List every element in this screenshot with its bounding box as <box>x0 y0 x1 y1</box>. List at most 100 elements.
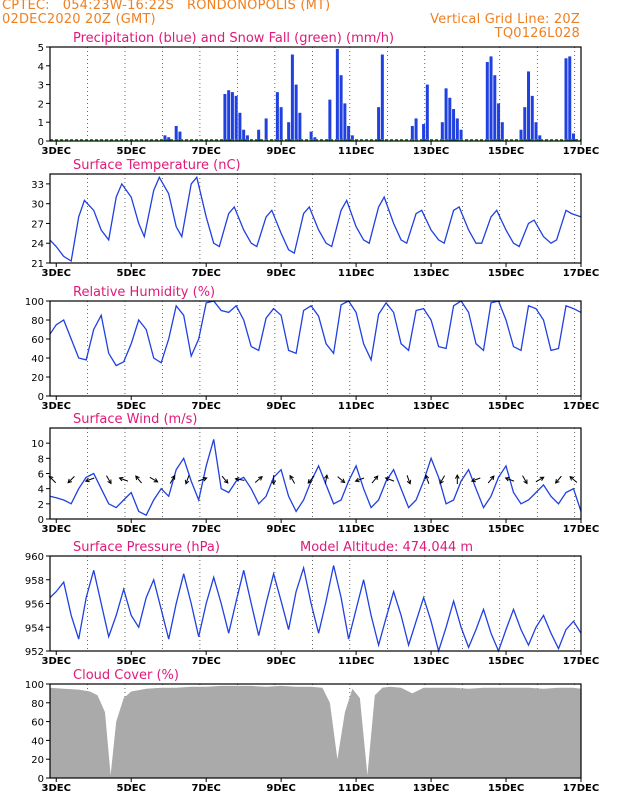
precip-bar <box>343 103 347 141</box>
wind-arrow-shaft <box>569 476 578 483</box>
wind-arrow-head <box>324 474 329 480</box>
wind-arrow-head <box>470 477 476 483</box>
precip-bar <box>328 99 332 141</box>
precip-bar <box>245 135 249 141</box>
precip-bar <box>279 107 283 141</box>
y-tick-label: 21 <box>31 259 44 270</box>
wind-arrow-head <box>439 479 444 485</box>
y-tick-label: 100 <box>25 297 44 308</box>
y-tick-label: 33 <box>31 180 44 191</box>
series-line-1 <box>49 175 582 263</box>
wind-arrow-head <box>523 479 528 485</box>
precip-bar <box>572 133 576 141</box>
x-tick-label: 13DEC <box>413 146 449 157</box>
x-tick-label: 9DEC <box>266 656 295 667</box>
x-tick-label: 17DEC <box>563 524 599 535</box>
x-tick-label: 13DEC <box>413 656 449 667</box>
y-tick-label: 4 <box>38 485 44 496</box>
y-tick-label: 60 <box>31 718 44 729</box>
x-tick-label: 7DEC <box>191 656 220 667</box>
y-tick-label: 4 <box>38 62 44 73</box>
y-tick-label: 960 <box>25 552 44 563</box>
x-tick-label: 11DEC <box>338 524 374 535</box>
x-tick-label: 11DEC <box>338 268 374 279</box>
precip-bar <box>294 84 298 141</box>
precip-bar <box>519 129 523 141</box>
wind-arrow-shaft <box>85 477 95 482</box>
y-tick-label: 958 <box>25 576 44 587</box>
x-tick-label: 5DEC <box>116 783 145 794</box>
precip-bar <box>489 56 493 141</box>
y-tick-label: 2 <box>38 500 44 511</box>
panel-frame-4 <box>49 555 582 652</box>
vertical-grid-note: Vertical Grid Line: 20Z <box>430 12 580 27</box>
wind-arrow-shaft <box>471 477 481 482</box>
wind-arrow-head <box>184 479 190 485</box>
wind-arrow-shaft <box>221 475 229 484</box>
y-tick-label: 8 <box>38 454 44 465</box>
x-tick-label: 9DEC <box>266 783 295 794</box>
wind-arrow-head <box>384 476 390 482</box>
wind-arrow-shaft <box>289 475 296 484</box>
precip-bar <box>377 107 381 141</box>
y-tick-label: 956 <box>25 600 44 611</box>
wind-arrow-head <box>135 475 140 481</box>
series-line-2 <box>49 300 582 367</box>
precip-bar <box>309 131 313 141</box>
y-tick-label: 2 <box>38 99 44 110</box>
x-tick-label: 5DEC <box>116 524 145 535</box>
precip-bar <box>444 88 448 141</box>
panel-frame-0 <box>49 46 582 142</box>
wind-arrow-head <box>424 474 430 480</box>
x-tick-label: 11DEC <box>338 656 374 667</box>
precip-bar <box>568 56 572 141</box>
precip-bar <box>163 135 167 141</box>
y-tick-label: 100 <box>25 680 44 691</box>
x-tick-label: 9DEC <box>266 146 295 157</box>
x-tick-label: 3DEC <box>42 783 71 794</box>
series-line-3 <box>49 439 582 517</box>
precip-bar <box>410 125 414 141</box>
x-tick-label: 15DEC <box>488 401 524 412</box>
x-tick-label: 17DEC <box>563 656 599 667</box>
y-tick-label: 20 <box>31 373 44 384</box>
y-tick-label: 6 <box>38 470 44 481</box>
wind-arrow-head <box>271 480 277 486</box>
wind-arrow-shaft <box>406 475 411 484</box>
wind-arrow-shaft <box>67 476 75 484</box>
wind-arrow-head <box>153 478 159 483</box>
x-tick-label: 15DEC <box>488 656 524 667</box>
x-tick-label: 7DEC <box>191 783 220 794</box>
wind-arrow-shaft <box>535 476 544 483</box>
y-tick-label: 0 <box>38 137 44 148</box>
precip-bar <box>178 131 182 141</box>
x-tick-label: 13DEC <box>413 401 449 412</box>
precip-bar <box>290 54 294 141</box>
wind-arrow-head <box>406 479 412 485</box>
x-tick-label: 3DEC <box>42 656 71 667</box>
wind-arrow-shaft <box>371 475 379 484</box>
x-tick-label: 3DEC <box>42 268 71 279</box>
precip-bar <box>264 118 268 141</box>
precip-bar <box>485 62 489 141</box>
x-tick-label: 3DEC <box>42 146 71 157</box>
wind-arrow-head <box>234 477 240 482</box>
x-tick-label: 9DEC <box>266 401 295 412</box>
precip-bar <box>335 48 339 141</box>
precip-bar <box>167 137 171 141</box>
y-tick-label: 0 <box>38 515 44 526</box>
x-tick-label: 5DEC <box>116 146 145 157</box>
wind-arrow-head <box>454 474 460 479</box>
precip-bar <box>350 135 354 141</box>
x-tick-label: 13DEC <box>413 783 449 794</box>
wind-arrow-head <box>107 479 112 485</box>
x-tick-label: 15DEC <box>488 783 524 794</box>
wind-arrow-head <box>289 474 294 480</box>
x-tick-label: 17DEC <box>563 783 599 794</box>
wind-arrow-shaft <box>169 475 176 484</box>
wind-arrow-head <box>84 477 90 483</box>
wind-arrow-shaft <box>324 475 328 485</box>
panel-title-1: Surface Temperature (nC) <box>73 158 241 173</box>
precip-bar <box>459 129 463 141</box>
